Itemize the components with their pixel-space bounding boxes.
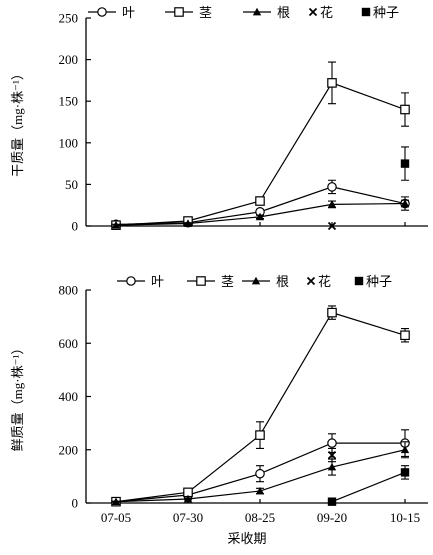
data-point: [111, 497, 121, 506]
legend-marker: [361, 7, 371, 17]
data-point: [111, 220, 121, 229]
y-tick-label: 400: [59, 389, 79, 404]
legend-label: 种子: [366, 274, 392, 289]
legend-marker: [306, 276, 316, 286]
y-tick-label: 100: [59, 135, 79, 150]
legend-item: 种子: [354, 274, 392, 289]
data-point: [327, 462, 337, 471]
legend-marker: [97, 7, 107, 17]
data-point: [183, 219, 193, 227]
legend: 叶 茎 根 花 种子: [117, 274, 392, 289]
x-tick-label: 08-25: [245, 510, 275, 525]
legend-marker: [252, 7, 262, 16]
series-x: [327, 447, 337, 463]
data-point: [327, 182, 337, 192]
legend-label: 种子: [373, 5, 399, 20]
y-tick-label: 0: [72, 496, 79, 511]
data-point: [400, 104, 410, 115]
x-axis-label: 采收期: [227, 531, 266, 546]
x-tick-label: 07-05: [101, 510, 131, 525]
data-point: [327, 78, 337, 88]
y-tick-label: 0: [72, 219, 79, 234]
series-triangle: [111, 199, 410, 229]
series-line: [331, 471, 406, 503]
legend-label: 根: [277, 5, 290, 20]
legend-marker: [308, 7, 318, 17]
legend-marker: [196, 276, 206, 286]
data-point: [327, 450, 337, 460]
legend-item: 种子: [361, 5, 399, 20]
x-tick-label: 10-15: [390, 510, 420, 525]
series-filled-square: [327, 465, 410, 506]
data-point: [255, 486, 265, 495]
x-tick-label: 07-30: [173, 510, 203, 525]
data-point: [400, 199, 410, 207]
y-tick-label: 50: [65, 177, 78, 192]
y-axis-label: 鲜质量（mg·株⁻¹）: [10, 342, 25, 452]
y-tick-label: 600: [59, 336, 79, 351]
legend-item: 叶: [88, 5, 135, 20]
data-point: [400, 468, 410, 477]
chart-panel-1: 0 50 100 150 200 250 干质量（mg·株⁻¹） 叶 茎 根 花 种子: [10, 5, 428, 234]
legend-label: 茎: [199, 5, 212, 20]
legend-label: 花: [320, 5, 333, 20]
legend-item: 茎: [165, 5, 212, 20]
legend-item: 花: [306, 274, 331, 289]
y-tick-label: 200: [59, 442, 79, 457]
y-tick-label: 150: [59, 94, 79, 109]
legend-item: 叶: [117, 274, 164, 289]
legend-label: 叶: [151, 274, 164, 289]
legend-item: 花: [308, 5, 333, 20]
data-point: [255, 430, 265, 440]
legend: 叶 茎 根 花 种子: [88, 5, 399, 20]
data-point: [327, 200, 337, 208]
legend-marker: [174, 7, 184, 17]
legend-marker: [251, 276, 261, 285]
legend-label: 茎: [221, 274, 234, 289]
data-point: [400, 445, 410, 454]
chart-panel-2: 0 200 400 600 800 07-05 07-30 08-25 09-20 10-15 鲜质…: [10, 274, 428, 546]
series-x: [327, 221, 337, 231]
y-tick-label: 800: [59, 283, 79, 298]
data-point: [255, 212, 265, 221]
data-point: [183, 494, 193, 503]
x-tick-label: 09-20: [317, 510, 347, 525]
data-point: [327, 438, 337, 448]
legend-marker: [126, 276, 136, 286]
legend-label: 根: [276, 274, 289, 289]
data-point: [327, 221, 337, 231]
legend-item: 根: [243, 5, 290, 20]
series-filled-square: [400, 146, 410, 181]
series-triangle: [111, 441, 410, 506]
legend-label: 花: [318, 274, 331, 289]
y-tick-label: 250: [59, 11, 79, 26]
legend-item: 茎: [187, 274, 234, 289]
data-point: [327, 307, 337, 318]
data-point: [400, 330, 410, 341]
y-axis-label: 干质量（mg·株⁻¹）: [10, 67, 25, 177]
data-point: [327, 497, 337, 506]
data-point: [400, 159, 410, 168]
data-point: [255, 468, 265, 479]
data-point: [255, 196, 265, 206]
legend-marker: [354, 276, 364, 286]
legend-item: 根: [242, 274, 289, 289]
y-tick-label: 200: [59, 52, 79, 67]
legend-label: 叶: [122, 5, 135, 20]
